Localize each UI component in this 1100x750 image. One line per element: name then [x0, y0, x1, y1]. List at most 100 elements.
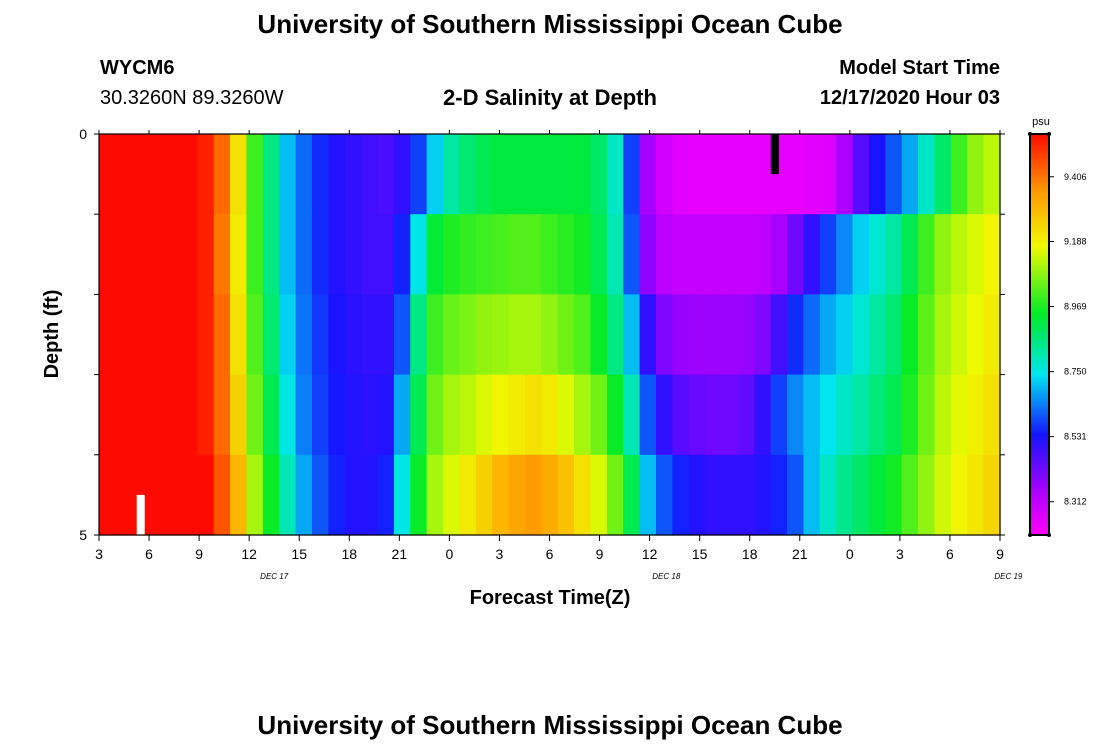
- heatmap-cell: [426, 214, 444, 295]
- heatmap-cell: [983, 214, 1001, 295]
- heatmap-cell: [246, 294, 264, 376]
- heatmap-cell: [901, 374, 919, 456]
- colorbar-tick-label: 8.531: [1064, 432, 1087, 442]
- heatmap-cell: [770, 374, 788, 456]
- heatmap-cell: [262, 374, 280, 456]
- heatmap-cell: [918, 294, 936, 376]
- heatmap-cell: [213, 134, 231, 215]
- heatmap-cell: [459, 294, 477, 376]
- heatmap-cell: [475, 134, 493, 215]
- heatmap-cell: [655, 454, 673, 536]
- heatmap-cell: [393, 454, 411, 536]
- heatmap-cell: [655, 214, 673, 295]
- heatmap-cell: [868, 134, 886, 215]
- heatmap-cell: [148, 454, 166, 536]
- heatmap-cell: [705, 294, 723, 376]
- heatmap-cell: [737, 134, 755, 215]
- heatmap-cell: [262, 294, 280, 376]
- heatmap-cell: [328, 134, 346, 215]
- heatmap-cell: [295, 374, 313, 456]
- heatmap-cell: [475, 374, 493, 456]
- heatmap-cells: [99, 134, 1001, 536]
- heatmap-cell: [655, 134, 673, 215]
- heatmap-cell: [737, 454, 755, 536]
- heatmap-cell: [574, 374, 592, 456]
- heatmap-cell: [246, 454, 264, 536]
- heatmap-cell: [262, 214, 280, 295]
- x-axis: 3 6 9 12 15 18 21 0 3 6 9 12 15 18 21 0 3 6 9 DEC 17 DEC 18 D…: [95, 130, 1023, 581]
- heatmap-cell: [754, 374, 772, 456]
- heatmap-cell: [148, 294, 166, 376]
- heatmap-cell: [524, 374, 542, 456]
- heatmap-cell: [950, 454, 968, 536]
- heatmap-cell: [836, 294, 854, 376]
- heatmap-cell: [688, 454, 706, 536]
- heatmap-cell: [377, 294, 395, 376]
- heatmap-cell: [557, 454, 575, 536]
- heatmap-cell: [246, 374, 264, 456]
- heatmap-cell: [459, 214, 477, 295]
- heatmap-cell: [311, 214, 329, 295]
- heatmap-cell: [672, 454, 690, 536]
- heatmap-cell: [492, 294, 510, 376]
- heatmap-cell: [885, 454, 903, 536]
- heatmap-cell: [852, 294, 870, 376]
- heatmap-cell: [361, 214, 379, 295]
- heatmap-cell: [819, 294, 837, 376]
- heatmap-cell: [721, 214, 739, 295]
- heatmap-cell: [803, 374, 821, 456]
- heatmap-cell: [885, 134, 903, 215]
- heatmap-cell: [492, 214, 510, 295]
- heatmap-cell: [131, 214, 149, 295]
- heatmap-cell: [148, 374, 166, 456]
- heatmap-cell: [803, 214, 821, 295]
- date-label: DEC 19: [994, 572, 1023, 581]
- heatmap-cell: [246, 134, 264, 215]
- heatmap-cell: [131, 134, 149, 215]
- heatmap-cell: [819, 214, 837, 295]
- heatmap-cell: [115, 214, 133, 295]
- heatmap-cell: [606, 214, 624, 295]
- heatmap-cell: [950, 214, 968, 295]
- x-tick-label: 12: [642, 546, 658, 562]
- heatmap-cell: [393, 294, 411, 376]
- heatmap-cell: [230, 214, 248, 295]
- heatmap-cell: [492, 454, 510, 536]
- heatmap-cell: [737, 214, 755, 295]
- heatmap-cell: [295, 214, 313, 295]
- heatmap-cell: [230, 134, 248, 215]
- x-tick-label: 0: [846, 546, 854, 562]
- heatmap-cell: [213, 454, 231, 536]
- heatmap-cell: [868, 294, 886, 376]
- heatmap-cell: [197, 374, 215, 456]
- heatmap-cell: [639, 374, 657, 456]
- heatmap-cell: [524, 454, 542, 536]
- heatmap-cell: [393, 374, 411, 456]
- model-start-label: Model Start Time: [839, 57, 1000, 79]
- model-start-value: 12/17/2020 Hour 03: [819, 87, 1000, 109]
- heatmap-cell: [426, 374, 444, 456]
- heatmap-cell: [705, 454, 723, 536]
- heatmap-cell: [246, 214, 264, 295]
- heatmap-cell: [279, 214, 297, 295]
- colorbar-tick-label: 9.188: [1064, 237, 1087, 247]
- date-label: DEC 18: [652, 572, 681, 581]
- heatmap-cell: [443, 454, 460, 536]
- heatmap-cell: [655, 374, 673, 456]
- colorbar-corner: [1047, 533, 1051, 537]
- plot-title: 2-D Salinity at Depth: [443, 85, 657, 110]
- colorbar-tick-label: 8.969: [1064, 302, 1087, 312]
- heatmap-cell: [524, 134, 542, 215]
- heatmap-cell: [639, 214, 657, 295]
- heatmap-cell: [623, 214, 641, 295]
- heatmap-cell: [639, 454, 657, 536]
- x-tick-label: 9: [596, 546, 604, 562]
- heatmap-cell: [180, 214, 198, 295]
- page-title: University of Southern Mississippi Ocean…: [257, 9, 843, 39]
- heatmap-cell: [688, 214, 706, 295]
- heatmap-cell: [197, 214, 215, 295]
- heatmap-cell: [164, 294, 182, 376]
- heatmap-cell: [492, 374, 510, 456]
- heatmap-cell: [99, 134, 116, 215]
- heatmap-cell: [819, 454, 837, 536]
